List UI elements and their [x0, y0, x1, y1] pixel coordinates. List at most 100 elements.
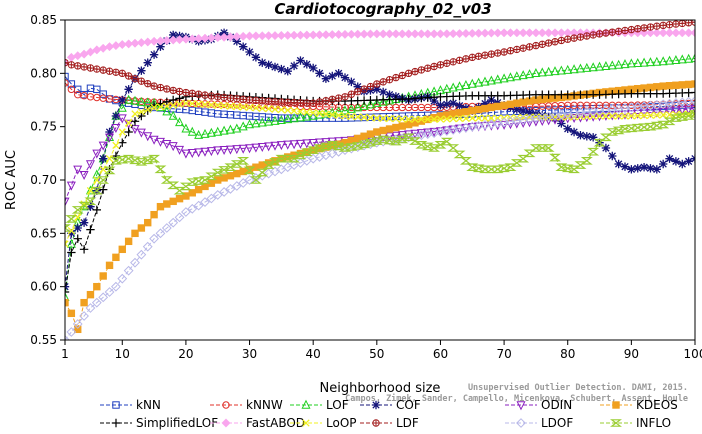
- data-point-simplifiedlof: [168, 95, 178, 105]
- data-point-ldf: [341, 93, 349, 101]
- data-point-loop: [137, 108, 146, 116]
- data-point-cof: [512, 105, 522, 114]
- data-point-ldf: [137, 77, 146, 85]
- data-point-kdeos: [105, 261, 114, 270]
- data-point-inflo: [370, 137, 383, 145]
- data-point-kdeos: [86, 290, 95, 299]
- data-point-odin: [136, 128, 146, 138]
- data-point-odin: [321, 138, 331, 148]
- data-point-ldf: [417, 66, 426, 74]
- data-point-lof: [270, 115, 280, 125]
- data-point-odin: [65, 197, 70, 207]
- data-point-odin: [302, 139, 312, 149]
- data-point-loop: [449, 115, 457, 123]
- data-point-lof: [85, 185, 95, 195]
- data-point-ldf: [379, 78, 387, 86]
- legend-marker: [302, 419, 310, 427]
- legend-item-inflo: INFLO: [600, 416, 671, 430]
- data-point-loop: [430, 115, 438, 123]
- data-point-lof: [181, 123, 191, 133]
- data-point-ldf: [646, 23, 655, 31]
- data-point-ldf: [194, 90, 203, 98]
- data-point-lof: [518, 70, 528, 80]
- data-point-kdeos: [360, 132, 368, 140]
- data-point-cof: [353, 82, 362, 91]
- data-point-lof: [378, 96, 388, 106]
- data-point-ldof: [187, 203, 198, 214]
- data-point-fastabod: [327, 30, 337, 40]
- data-point-ldf: [201, 91, 209, 99]
- data-point-lof: [665, 55, 675, 65]
- data-point-fastabod: [658, 28, 668, 38]
- data-point-inflo: [669, 114, 682, 122]
- data-point-loop: [86, 187, 95, 195]
- data-point-fastabod: [187, 34, 197, 44]
- data-point-ldf: [602, 29, 610, 37]
- data-point-cof: [105, 127, 114, 137]
- data-point-odin: [105, 133, 115, 143]
- data-point-inflo: [619, 125, 631, 133]
- data-point-cof: [455, 101, 464, 110]
- data-point-cof: [143, 58, 152, 67]
- data-point-cof: [149, 50, 159, 59]
- data-point-ldof: [206, 193, 217, 204]
- series-loop: [65, 99, 695, 248]
- data-point-ldf: [74, 62, 82, 70]
- data-point-cof: [168, 30, 178, 40]
- data-point-ldf: [277, 98, 286, 106]
- series-line-knn: [65, 76, 695, 119]
- data-point-ldf: [99, 66, 107, 74]
- data-point-inflo: [141, 156, 154, 165]
- data-point-inflo: [179, 182, 192, 191]
- data-point-inflo: [186, 178, 199, 186]
- x-tick-label: 90: [624, 347, 639, 361]
- data-point-knn: [65, 72, 69, 81]
- data-point-loop: [258, 104, 266, 112]
- legend-item-ldof: LDOF: [505, 416, 573, 430]
- data-point-lof: [143, 97, 153, 107]
- data-point-ldf: [366, 82, 375, 91]
- data-point-inflo: [249, 176, 262, 184]
- data-point-odin: [98, 141, 108, 151]
- data-point-loop: [175, 100, 184, 108]
- data-point-ldf: [258, 97, 266, 105]
- data-point-cof: [538, 111, 547, 120]
- data-point-lof: [194, 129, 204, 139]
- data-point-fastabod: [537, 28, 547, 38]
- data-point-ldf: [360, 85, 368, 93]
- data-point-fastabod: [531, 28, 541, 38]
- data-point-loop: [424, 115, 432, 123]
- x-tick-label: 50: [369, 347, 384, 361]
- data-point-ldf: [67, 61, 76, 69]
- data-point-odin: [251, 143, 261, 153]
- data-point-kdeos: [481, 104, 489, 113]
- data-point-inflo: [167, 181, 180, 190]
- data-point-lof: [66, 238, 76, 248]
- data-point-kdeos: [80, 298, 88, 307]
- data-point-inflo: [192, 177, 205, 185]
- data-point-lof: [671, 55, 681, 65]
- data-point-ldf: [334, 94, 343, 102]
- data-point-simplifiedlof: [124, 127, 133, 137]
- data-point-loop: [156, 103, 165, 111]
- data-point-fastabod: [391, 29, 401, 39]
- y-tick-label: 0.60: [30, 280, 57, 294]
- data-point-lof: [499, 73, 509, 83]
- data-point-cof: [646, 164, 655, 173]
- data-point-cof: [385, 90, 394, 99]
- data-point-lof: [474, 77, 484, 87]
- data-point-inflo: [358, 140, 371, 149]
- data-point-fastabod: [671, 28, 681, 38]
- data-point-cof: [366, 86, 375, 95]
- data-point-ldof: [117, 273, 128, 284]
- data-point-ldf: [538, 40, 546, 48]
- data-point-lof: [633, 57, 643, 68]
- data-point-lof: [264, 116, 274, 126]
- data-point-loop: [118, 128, 126, 136]
- data-point-loop: [93, 176, 101, 184]
- data-point-inflo: [294, 151, 307, 160]
- data-point-cof: [614, 159, 623, 169]
- data-point-inflo: [587, 147, 600, 156]
- legend: kNN kNNW LOF COF ODIN KDEOS SimplifiedLOF FastA…: [100, 398, 678, 430]
- data-point-simplifiedlof: [162, 97, 172, 106]
